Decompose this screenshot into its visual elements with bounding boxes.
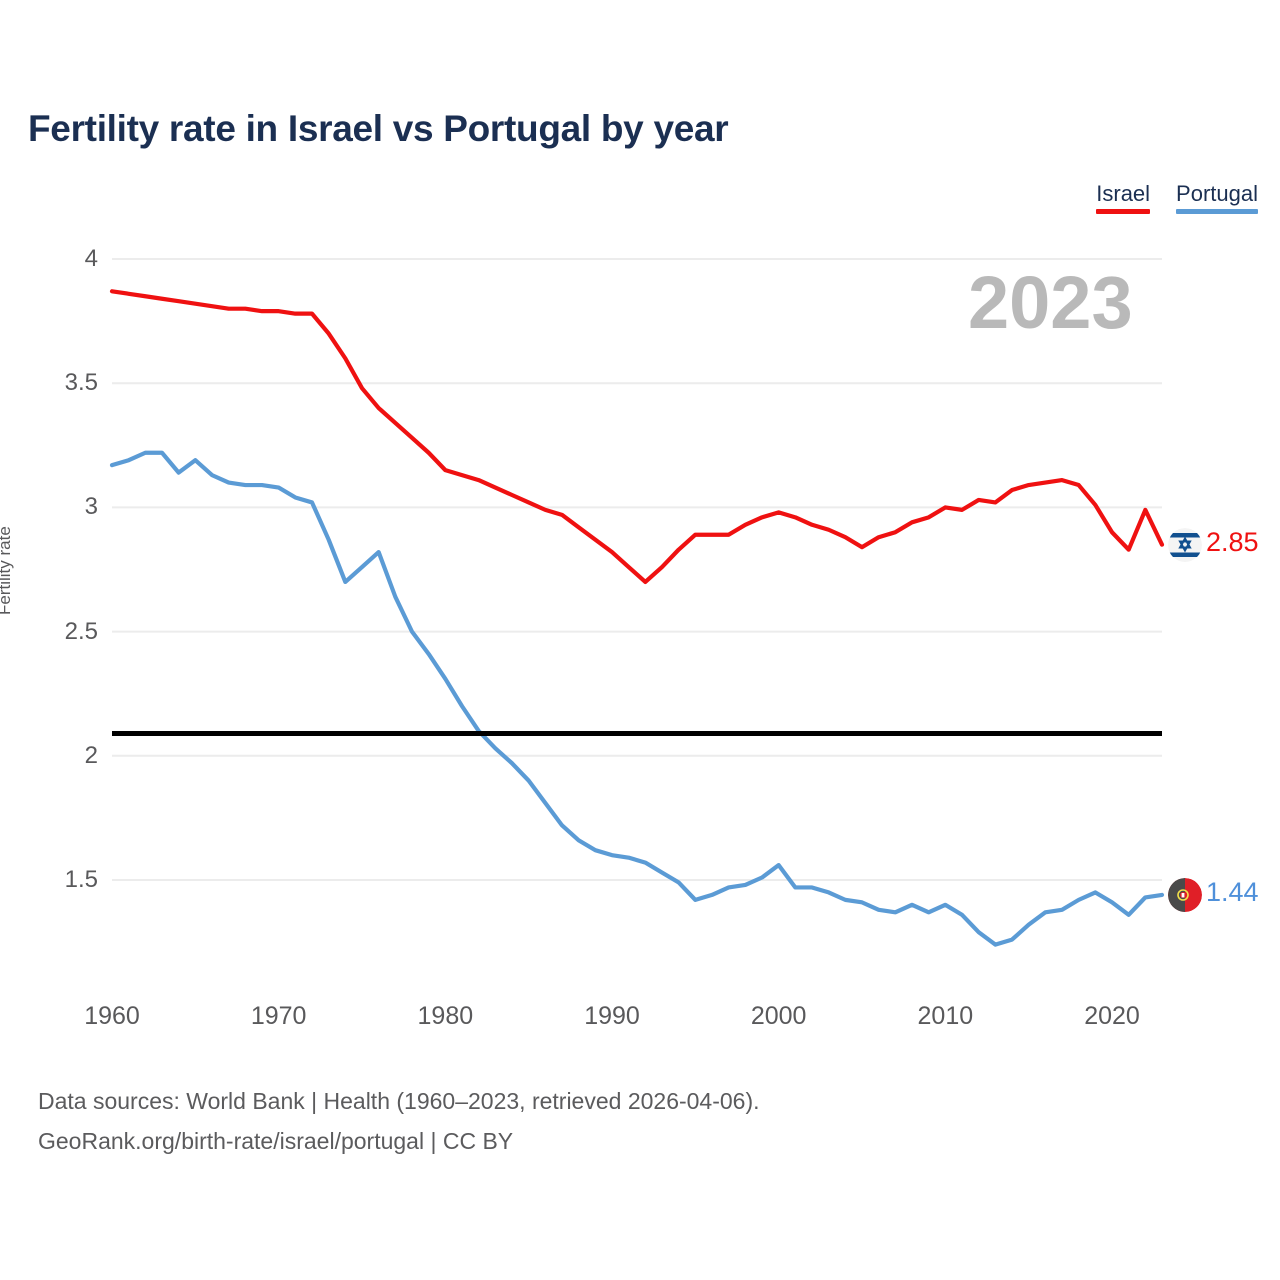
legend-label-israel: Israel (1096, 181, 1151, 206)
x-axis-tick-label: 1980 (417, 1002, 474, 1030)
x-axis-tick-label: 1960 (84, 1002, 140, 1030)
y-axis-title: Fertility rate (0, 526, 14, 615)
y-axis-tick-label: 1.5 (64, 866, 98, 893)
chart-legend: Israel Portugal (1096, 181, 1258, 215)
israel-flag-icon (1168, 527, 1202, 562)
legend-swatch-portugal (1176, 209, 1258, 215)
legend-swatch-israel (1096, 209, 1151, 215)
y-axis-tick-label: 3.5 (64, 369, 98, 397)
portugal-flag-icon (1168, 877, 1202, 912)
series-line-portugal (109, 450, 1165, 947)
legend-item-portugal[interactable]: Portugal (1176, 181, 1258, 215)
series-line-israel (109, 289, 1165, 585)
legend-label-portugal: Portugal (1176, 181, 1258, 206)
legend-item-israel[interactable]: Israel (1096, 181, 1151, 215)
y-axis-tick-label: 2 (84, 741, 98, 769)
portugal-end-value: 1.44 (1206, 876, 1259, 907)
x-axis-tick-label: 2000 (750, 1002, 807, 1030)
x-axis-tick-label: 1990 (584, 1002, 640, 1030)
footer-attribution: Data sources: World Bank | Health (1960–… (38, 1082, 760, 1161)
footer-line-2: GeoRank.org/birth-rate/israel/portugal |… (38, 1127, 514, 1154)
footer-line-1: Data sources: World Bank | Health (1960–… (38, 1088, 760, 1114)
x-axis-tick-label: 1970 (250, 1002, 307, 1030)
year-watermark: 2023 (968, 261, 1133, 344)
page-title: Fertility rate in Israel vs Portugal by … (28, 108, 729, 149)
gridlines (112, 258, 1162, 881)
y-axis-tick-label: 4 (84, 245, 98, 272)
y-axis-tick-label: 2.5 (64, 617, 98, 645)
israel-end-value: 2.85 (1206, 526, 1259, 557)
y-axis-tick-label: 3 (84, 493, 98, 521)
x-axis-tick-label: 2020 (1084, 1002, 1140, 1030)
x-axis-tick-label: 2010 (917, 1002, 974, 1030)
